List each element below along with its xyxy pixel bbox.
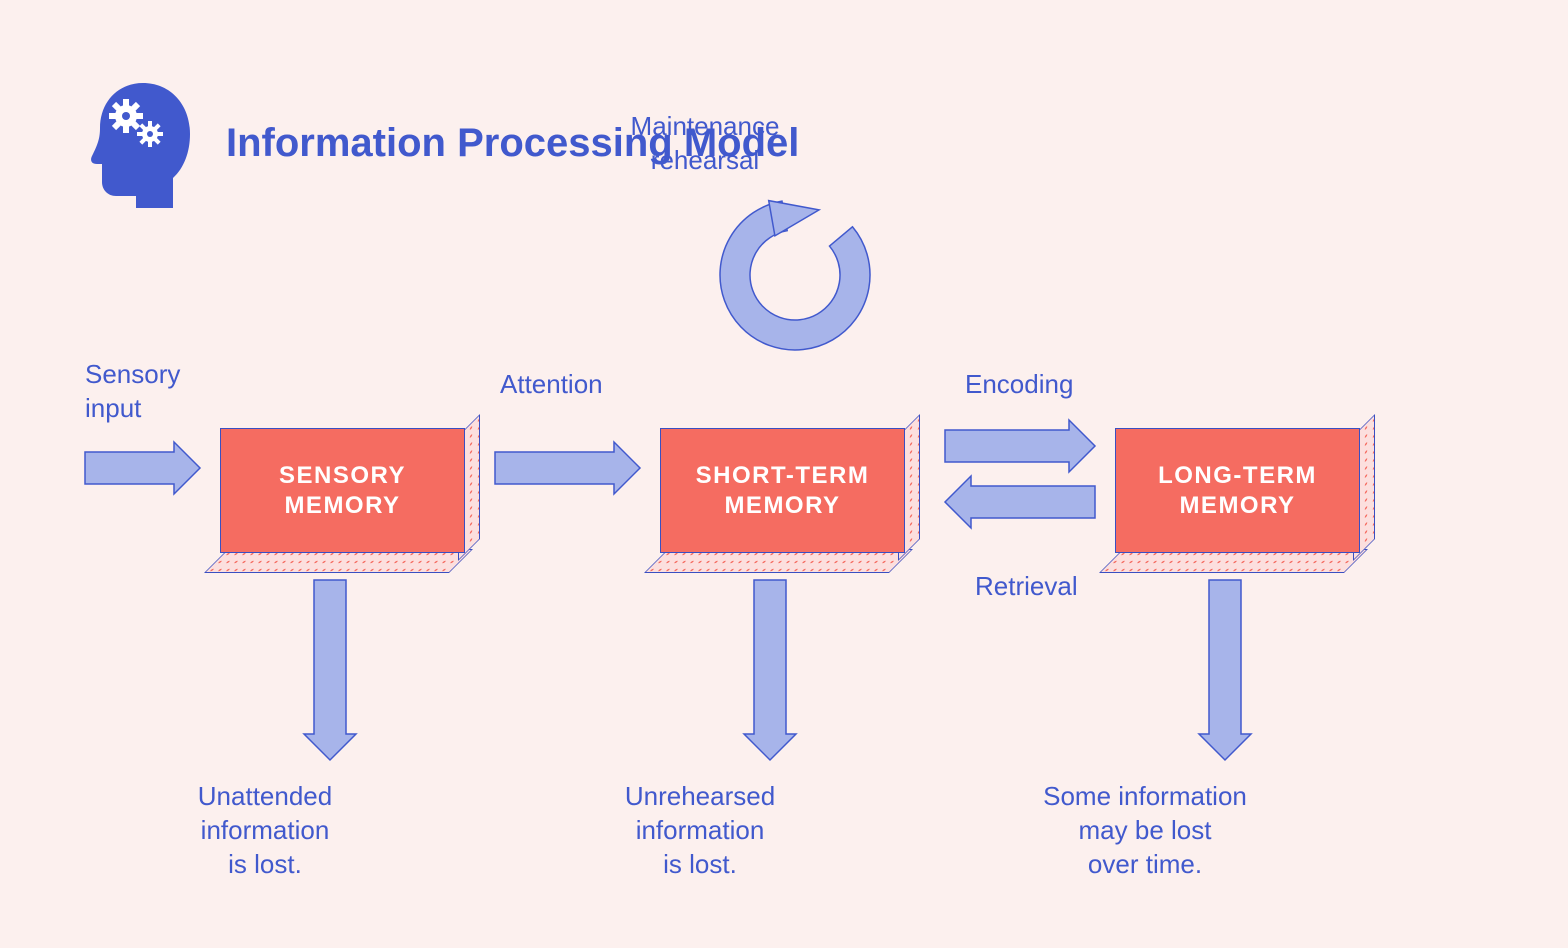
label-retrieval: Retrieval xyxy=(975,570,1078,604)
node-short-label: SHORT-TERM MEMORY xyxy=(696,461,870,521)
head-gears-icon xyxy=(88,78,198,208)
node-long-term-memory: LONG-TERM MEMORY xyxy=(1115,428,1375,568)
node-long-label: LONG-TERM MEMORY xyxy=(1158,461,1317,521)
node-sensory-memory: SENSORY MEMORY xyxy=(220,428,480,568)
label-attention: Attention xyxy=(500,368,603,402)
label-loss-sensory: Unattended information is lost. xyxy=(198,780,332,881)
node-short-term-memory: SHORT-TERM MEMORY xyxy=(660,428,920,568)
label-sensory-input: Sensory input xyxy=(85,358,180,426)
label-maintenance: Maintenance rehearsal xyxy=(631,110,780,178)
label-encoding: Encoding xyxy=(965,368,1073,402)
label-loss-short: Unrehearsed information is lost. xyxy=(625,780,775,881)
node-sensory-label: SENSORY MEMORY xyxy=(279,461,406,521)
label-loss-long: Some information may be lost over time. xyxy=(1043,780,1247,881)
